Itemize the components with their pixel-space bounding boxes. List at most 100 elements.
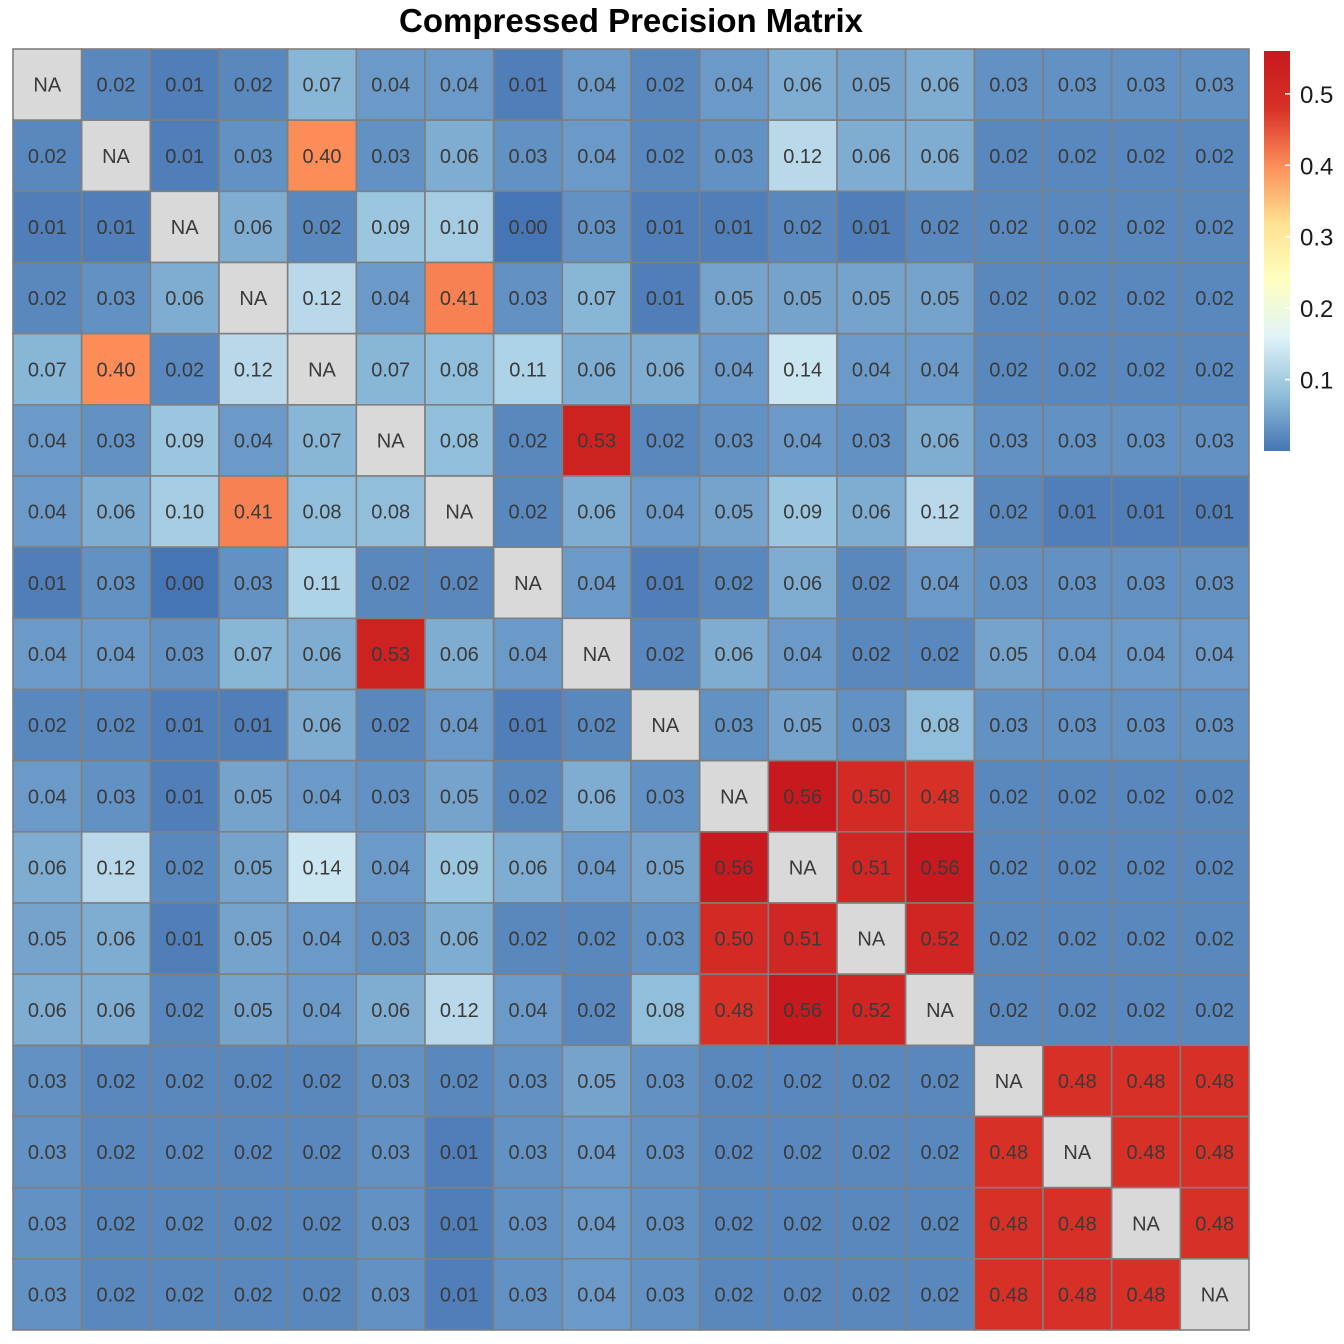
heatmap-cell	[630, 759, 701, 833]
cell-value-label: 0.04	[303, 929, 342, 951]
cell-value-label: 0.10	[440, 217, 479, 239]
cell-value-label: NA	[1063, 1142, 1091, 1164]
heatmap-cell	[1042, 546, 1113, 620]
cell-value-label: 0.03	[509, 1284, 548, 1306]
cell-value-label: NA	[995, 1071, 1023, 1093]
cell-value-label: 0.01	[509, 75, 548, 97]
heatmap-cell	[1042, 1044, 1113, 1118]
cell-value-label: 0.02	[1195, 786, 1234, 808]
heatmap-cell	[80, 261, 152, 335]
cell-value-label: 0.03	[1127, 715, 1166, 737]
cell-value-label: 0.03	[1058, 573, 1097, 595]
cell-value-label: 0.09	[783, 502, 822, 524]
heatmap-cell	[1179, 119, 1250, 193]
heatmap-cell	[355, 475, 426, 548]
cell-value-label: 0.02	[1127, 1000, 1166, 1022]
heatmap-cell	[904, 973, 976, 1047]
cell-value-label: 0.48	[989, 1142, 1028, 1164]
cell-value-label: 0.12	[303, 288, 342, 310]
cell-value-label: 0.01	[97, 217, 136, 239]
heatmap-cell	[1042, 617, 1113, 691]
heatmap-cell	[1110, 1186, 1182, 1260]
heatmap-cell	[767, 1186, 838, 1260]
cell-value-label: 0.41	[440, 288, 479, 310]
heatmap-cell	[218, 617, 289, 691]
cell-value-label: 0.02	[440, 573, 479, 595]
cell-value-label: 0.08	[303, 502, 342, 524]
heatmap-cell	[767, 48, 838, 121]
cell-value-label: 0.02	[440, 1071, 479, 1093]
cell-value-label: 0.06	[303, 715, 342, 737]
cell-value-label: 0.04	[28, 502, 67, 524]
heatmap-cell	[973, 617, 1044, 691]
cell-value-label: 0.06	[28, 857, 67, 879]
heatmap-cell	[1110, 831, 1182, 904]
heatmap-cell	[149, 190, 220, 264]
heatmap-cell	[424, 119, 495, 193]
cell-value-label: 0.48	[1058, 1071, 1097, 1093]
cell-value-label: 0.41	[234, 502, 273, 524]
heatmap-cell	[12, 48, 83, 121]
cell-value-label: 0.02	[852, 1284, 891, 1306]
heatmap-cell	[12, 261, 83, 335]
heatmap-cell	[80, 759, 152, 833]
cell-value-label: 0.04	[646, 502, 685, 524]
cell-value-label: 0.02	[234, 75, 273, 97]
cell-value-label: NA	[651, 715, 679, 737]
cell-value-label: 0.02	[715, 573, 754, 595]
cell-value-label: 0.02	[97, 715, 136, 737]
cell-value-label: 0.06	[921, 146, 960, 168]
cell-value-label: 0.12	[921, 502, 960, 524]
cell-value-label: 0.02	[1127, 857, 1166, 879]
cell-value-label: 0.03	[509, 1213, 548, 1235]
cell-value-label: 0.03	[715, 430, 754, 452]
cell-value-label: 0.12	[783, 146, 822, 168]
cell-value-label: 0.04	[28, 786, 67, 808]
cell-value-label: 0.02	[715, 1142, 754, 1164]
legend-tick-label: 0.2	[1300, 296, 1333, 323]
cell-value-label: 0.04	[1195, 644, 1234, 666]
heatmap-cell	[698, 831, 770, 904]
legend-tick-label: 0.3	[1300, 225, 1333, 252]
heatmap-cell	[1110, 404, 1182, 477]
heatmap-cell	[1179, 475, 1250, 548]
cell-value-label: 0.03	[234, 573, 273, 595]
cell-value-label: 0.01	[1058, 502, 1097, 524]
heatmap-cell	[149, 1258, 220, 1331]
cell-value-label: 0.01	[1195, 502, 1234, 524]
cell-value-label: 0.00	[509, 217, 548, 239]
cell-value-label: 0.02	[577, 929, 616, 951]
cell-value-label: 0.02	[303, 1142, 342, 1164]
cell-value-label: 0.02	[1127, 786, 1166, 808]
cell-value-label: 0.04	[715, 359, 754, 381]
cell-value-label: 0.00	[165, 573, 204, 595]
cell-value-label: 0.03	[1127, 573, 1166, 595]
cell-value-label: 0.04	[1127, 644, 1166, 666]
heatmap-cell	[630, 617, 701, 691]
heatmap-cell	[355, 902, 426, 975]
heatmap-cell	[355, 1186, 426, 1260]
cell-value-label: 0.02	[165, 1213, 204, 1235]
cell-value-label: 0.04	[509, 644, 548, 666]
cell-value-label: 0.07	[234, 644, 273, 666]
heatmap-cell	[80, 831, 152, 904]
cell-value-label: 0.02	[165, 1284, 204, 1306]
cell-value-label: 0.02	[1195, 288, 1234, 310]
cell-value-label: 0.02	[165, 1000, 204, 1022]
heatmap-cell	[561, 902, 632, 975]
cell-value-label: 0.02	[921, 1142, 960, 1164]
cell-value-label: 0.05	[783, 288, 822, 310]
heatmap-cell	[12, 119, 83, 193]
cell-value-label: 0.05	[646, 857, 685, 879]
cell-value-label: 0.02	[1058, 929, 1097, 951]
cell-value-label: 0.02	[1058, 146, 1097, 168]
cell-value-label: 0.02	[989, 146, 1028, 168]
cell-value-label: 0.01	[440, 1284, 479, 1306]
heatmap-cell	[286, 119, 358, 193]
cell-value-label: 0.03	[509, 1071, 548, 1093]
cell-value-label: 0.02	[646, 644, 685, 666]
cell-value-label: 0.05	[852, 75, 891, 97]
cell-value-label: 0.02	[852, 573, 891, 595]
cell-value-label: 0.02	[715, 1071, 754, 1093]
cell-value-label: 0.48	[1127, 1142, 1166, 1164]
